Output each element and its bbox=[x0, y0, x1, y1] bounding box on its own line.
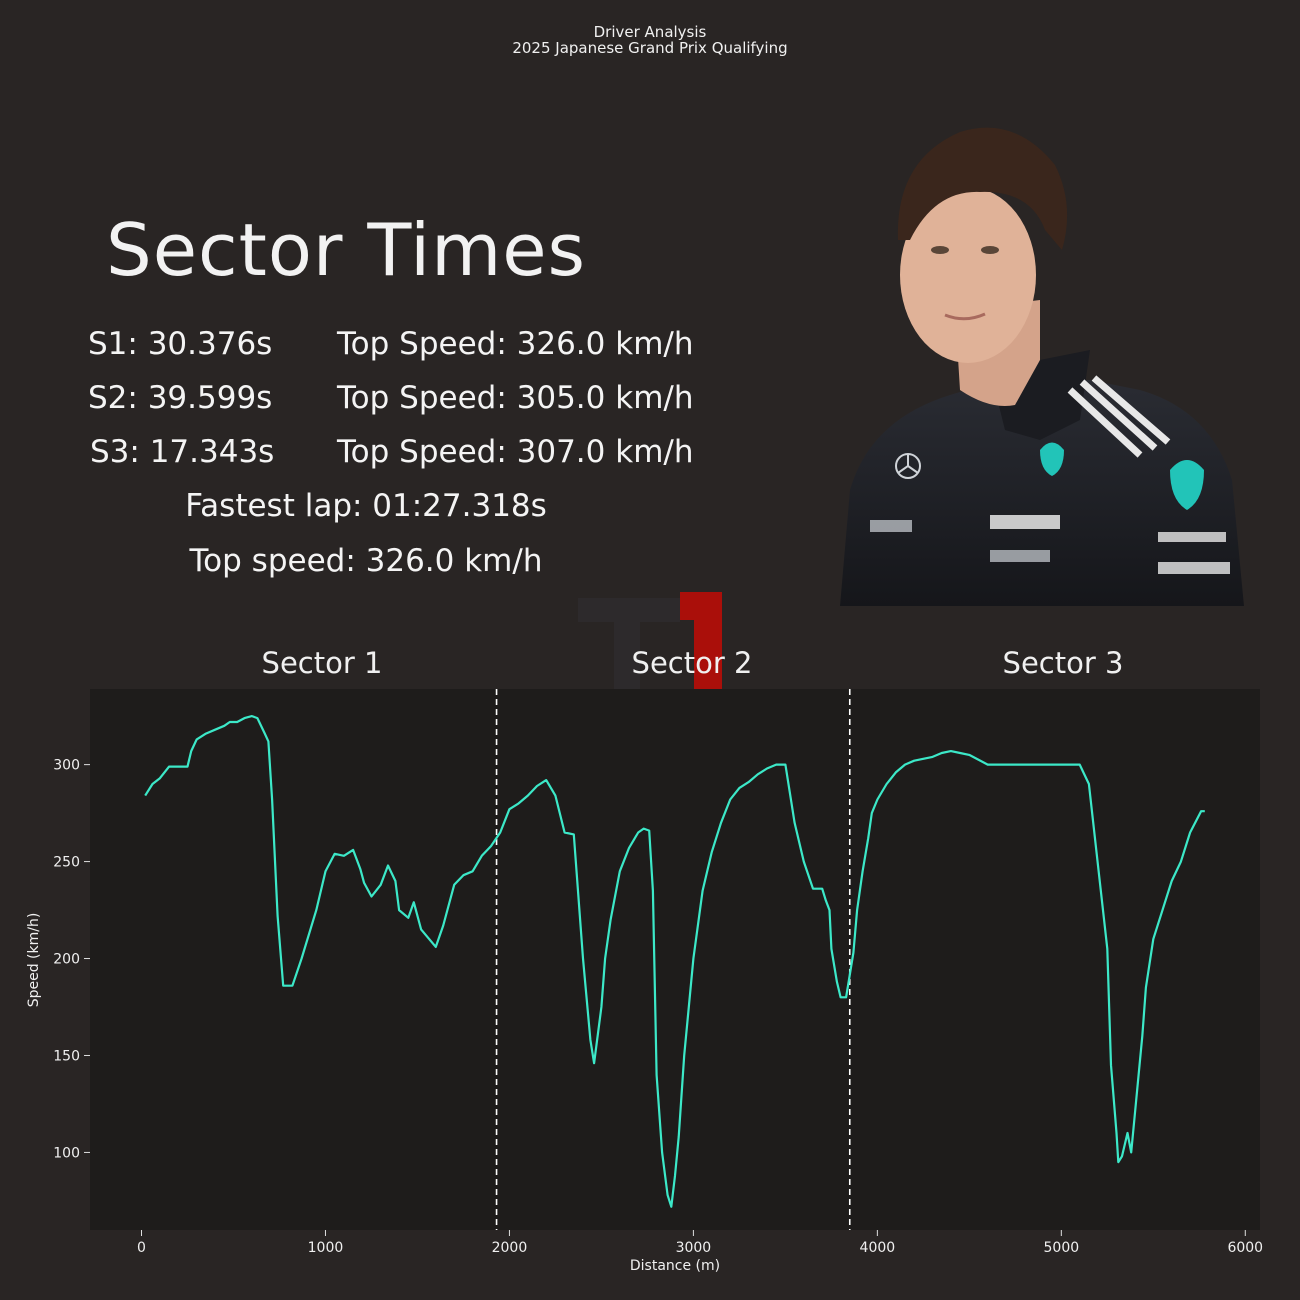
sector-3-time: S3: 17.343s bbox=[90, 434, 275, 470]
sector-3-label: Sector 3 bbox=[1002, 646, 1124, 680]
plot-area bbox=[90, 689, 1260, 1230]
x-tick-label: 3000 bbox=[676, 1240, 712, 1256]
f1-logo-watermark bbox=[578, 592, 722, 708]
x-tick-label: 0 bbox=[137, 1240, 146, 1256]
x-axis-label: Distance (m) bbox=[630, 1258, 720, 1274]
y-tick-label: 300 bbox=[53, 758, 80, 774]
page-title: Sector Times bbox=[106, 208, 587, 292]
speed-series-line bbox=[144, 715, 1205, 1208]
sector-2-time: S2: 39.599s bbox=[88, 380, 273, 416]
x-tick-label: 2000 bbox=[492, 1240, 528, 1256]
y-tick-label: 250 bbox=[53, 855, 80, 871]
x-tick-label: 4000 bbox=[860, 1240, 896, 1256]
sector-1-top-speed: Top Speed: 326.0 km/h bbox=[337, 326, 694, 362]
sector-3-top-speed: Top Speed: 307.0 km/h bbox=[337, 434, 694, 470]
overall-top-speed: Top speed: 326.0 km/h bbox=[189, 543, 543, 579]
y-tick-label: 200 bbox=[53, 952, 80, 968]
sector-2-top-speed: Top Speed: 305.0 km/h bbox=[337, 380, 694, 416]
x-tick-label: 1000 bbox=[308, 1240, 344, 1256]
sector-2-label: Sector 2 bbox=[631, 646, 753, 680]
sector-1-label: Sector 1 bbox=[261, 646, 383, 680]
y-tick-label: 100 bbox=[53, 1145, 80, 1161]
y-axis-label: Speed (km/h) bbox=[26, 913, 42, 1008]
driver-portrait bbox=[840, 127, 1244, 606]
header-line-1: Driver Analysis bbox=[593, 23, 707, 41]
x-tick-label: 6000 bbox=[1227, 1240, 1263, 1256]
sector-1-time: S1: 30.376s bbox=[88, 326, 273, 362]
x-tick-label: 5000 bbox=[1044, 1240, 1080, 1256]
header-line-2: 2025 Japanese Grand Prix Qualifying bbox=[512, 39, 788, 57]
chart-header: Driver Analysis 2025 Japanese Grand Prix… bbox=[0, 24, 1300, 56]
y-tick-label: 150 bbox=[53, 1048, 80, 1064]
fastest-lap: Fastest lap: 01:27.318s bbox=[185, 488, 547, 524]
